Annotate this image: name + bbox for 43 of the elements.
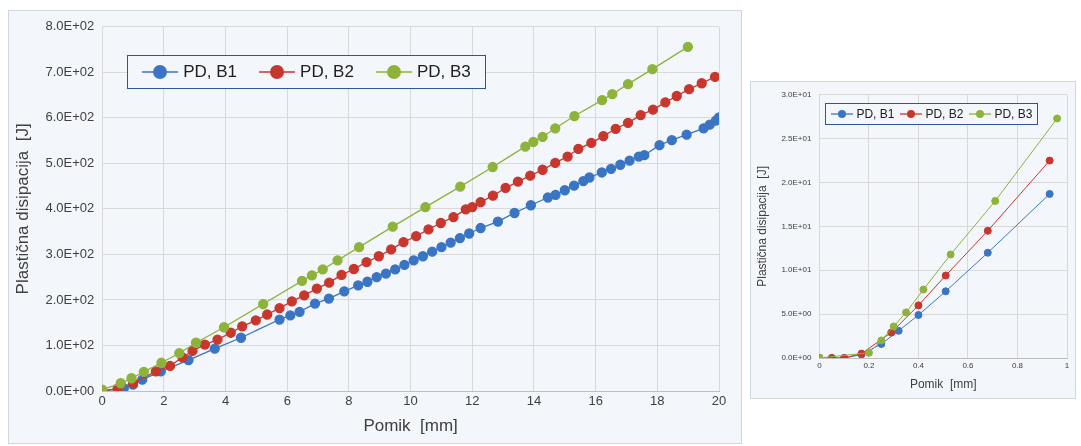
- y-tick-label: 8.0E+02: [45, 18, 95, 34]
- y-tick-label: 1.5E+01: [781, 221, 812, 231]
- y-tick-label: 1.0E+01: [781, 265, 812, 275]
- x-tick-label: 4: [221, 393, 230, 409]
- y-tick-label: 5.0E+00: [781, 309, 812, 319]
- x-tick-label: 0: [817, 361, 823, 370]
- y-tick-label: 7.0E+02: [45, 63, 95, 79]
- y-tick-label: 2.0E+01: [781, 177, 812, 187]
- y-tick-label: 5.0E+02: [45, 154, 95, 170]
- x-tick-label: 0: [98, 393, 106, 409]
- x-tick-label: 14: [526, 393, 542, 409]
- y-tick-label: 6.0E+02: [45, 109, 95, 125]
- x-tick-label: 1: [1064, 361, 1070, 370]
- y-axis-title: Plastična disipacija [J]: [12, 123, 32, 295]
- y-axis-title: Plastična disipacija [J]: [754, 166, 769, 287]
- x-tick-label: 20: [711, 393, 727, 409]
- x-tick-label: 6: [283, 393, 291, 409]
- x-tick-label: 0.4: [912, 361, 925, 370]
- x-tick-label: 10: [403, 393, 418, 409]
- y-tick-label: 2.0E+02: [45, 291, 95, 307]
- legend-label: PD, B3: [416, 61, 471, 82]
- x-tick-label: 16: [588, 393, 603, 409]
- x-tick-label: 2: [160, 393, 168, 409]
- y-tick-label: 0.0E+00: [781, 353, 812, 363]
- x-axis-title: Pomik [mm]: [909, 377, 977, 392]
- legend-label: PD, B2: [925, 106, 964, 121]
- legend-label: PD, B1: [856, 106, 895, 121]
- legend-label: PD, B2: [300, 61, 354, 82]
- y-tick-label: 3.0E+02: [45, 246, 95, 261]
- y-tick-label: 3.0E+01: [781, 90, 812, 99]
- legend-label: PD, B3: [994, 106, 1033, 121]
- y-tick-label: 1.0E+02: [45, 337, 95, 353]
- x-tick-label: 0.8: [1011, 361, 1024, 370]
- x-axis-title: Pomik [mm]: [363, 416, 458, 436]
- x-tick-label: 0.6: [962, 361, 975, 370]
- x-tick-label: 0.2: [863, 361, 876, 370]
- x-tick-label: 18: [650, 393, 665, 409]
- y-tick-label: 0.0E+00: [45, 382, 95, 398]
- y-tick-label: 4.0E+02: [45, 200, 95, 216]
- x-tick-label: 12: [465, 393, 480, 409]
- legend-label: PD, B1: [183, 61, 238, 82]
- y-tick-label: 2.5E+01: [781, 133, 812, 143]
- x-tick-label: 8: [345, 393, 353, 409]
